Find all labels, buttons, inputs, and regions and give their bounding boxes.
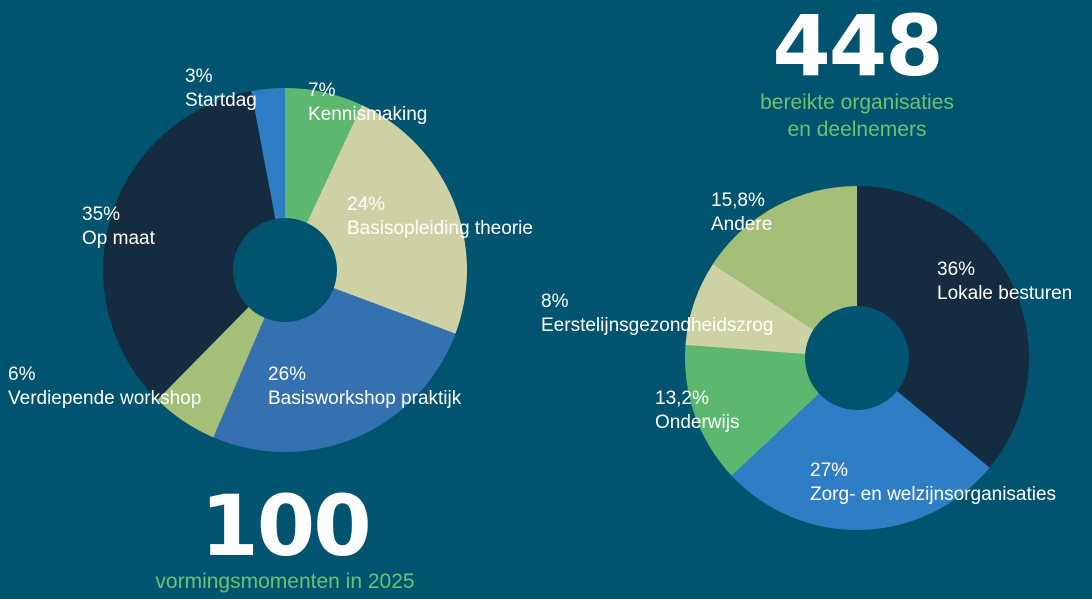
headline-caption: bereikte organisaties (760, 91, 954, 114)
slice-label: Basisopleiding theorie (347, 218, 533, 239)
slice-label: Zorg- en welzijnsorganisaties (810, 484, 1056, 505)
slice-value-label: 27% (810, 460, 848, 481)
slice-label: Eerstelijnsgezondheidszrog (541, 315, 773, 336)
slice-label: Verdiepende workshop (8, 388, 201, 409)
slice-value-label: 3% (185, 66, 213, 87)
donut-slice (712, 186, 857, 358)
slice-value-label: 36% (937, 259, 975, 280)
slice-label: Startdag (185, 90, 257, 111)
slice-value-label: 26% (268, 364, 306, 385)
slice-value-label: 15,8% (711, 190, 765, 211)
slice-label: Lokale besturen (937, 283, 1072, 304)
headline-caption: en deelnemers (788, 118, 927, 141)
donut-hole (233, 218, 337, 322)
donut-slice (731, 358, 990, 531)
donut-slice (857, 186, 1029, 468)
donut-hole (805, 306, 909, 410)
donut-slice (102, 91, 285, 400)
slice-value-label: 8% (541, 291, 569, 312)
slice-value-label: 35% (82, 204, 120, 225)
slice-label: Andere (711, 214, 772, 235)
slice-value-label: 13,2% (655, 388, 709, 409)
slice-value-label: 24% (347, 194, 385, 215)
headline-number: 448 (772, 0, 941, 95)
slice-label: Basisworkshop praktijk (268, 388, 462, 409)
donut-slice (157, 270, 285, 438)
slice-label: Onderwijs (655, 412, 739, 433)
slice-label: Kennismaking (308, 104, 427, 125)
headline-caption: vormingsmomenten in 2025 (155, 570, 414, 593)
slice-label: Op maat (82, 228, 156, 249)
headline-number: 100 (200, 477, 369, 575)
slice-value-label: 7% (308, 80, 336, 101)
slice-value-label: 6% (8, 364, 36, 385)
